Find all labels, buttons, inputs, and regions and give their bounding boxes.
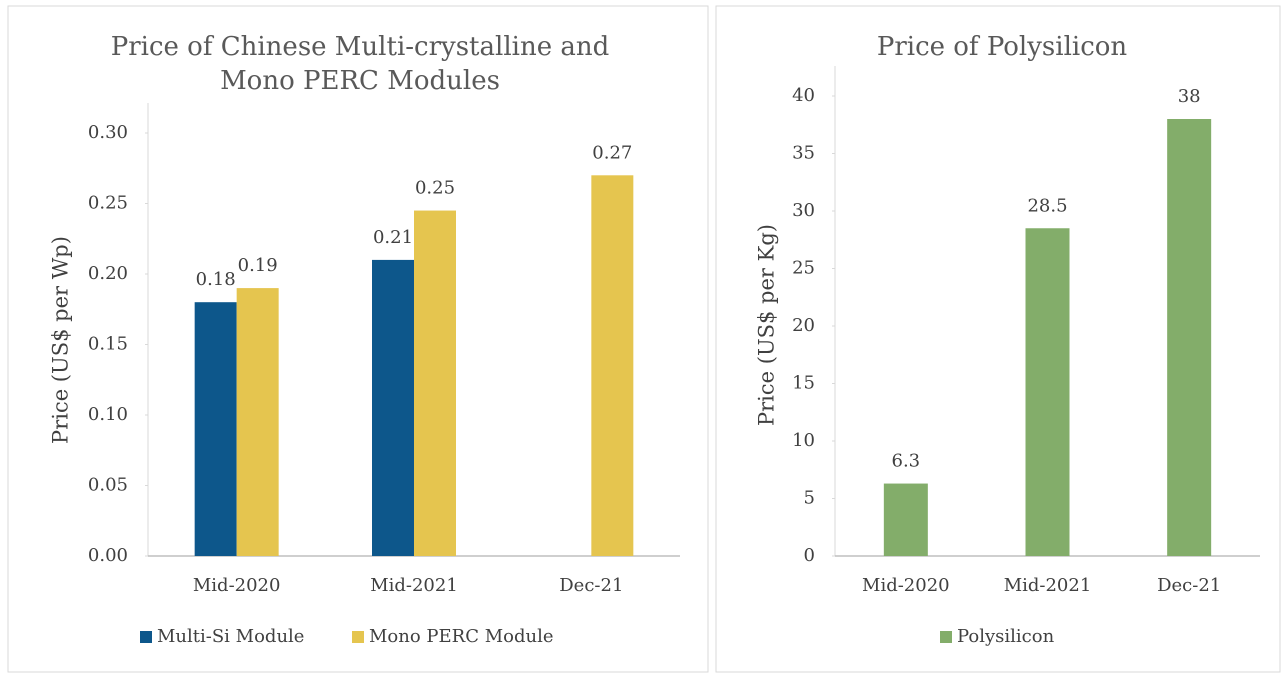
y-tick-label: 25 [792, 258, 815, 279]
y-tick-label: 0.25 [88, 193, 128, 214]
y-tick-label: 5 [804, 488, 815, 509]
data-label: 0.21 [373, 227, 413, 248]
y-tick-label: 0.30 [88, 122, 128, 143]
y-tick-label: 15 [792, 373, 815, 394]
bar [414, 210, 456, 557]
y-tick-label: 0 [804, 545, 815, 566]
y-tick-label: 0.15 [88, 334, 128, 355]
legend-label: Multi-Si Module [157, 626, 304, 647]
bar [1025, 228, 1070, 556]
x-tick-label: Mid-2020 [193, 575, 281, 596]
chart-title: Price of Chinese Multi-crystalline and M… [110, 32, 610, 96]
x-tick-label: Mid-2021 [370, 575, 458, 596]
x-tick-label: Dec-21 [1157, 575, 1221, 596]
y-tick-label: 10 [792, 430, 815, 451]
legend-label: Polysilicon [957, 626, 1055, 647]
y-tick-label: 40 [792, 85, 815, 106]
x-tick-label: Dec-21 [559, 575, 623, 596]
bar [372, 259, 414, 556]
y-tick-label: 0.20 [88, 263, 128, 284]
chart-title: Price of Polysilicon [876, 32, 1128, 62]
data-label: 6.3 [892, 451, 921, 472]
bar [1167, 119, 1212, 556]
title-box: Price of Chinese Multi-crystalline and M… [110, 32, 610, 96]
bar [236, 288, 279, 556]
data-label: 0.25 [415, 178, 455, 199]
data-label: 38 [1178, 86, 1201, 107]
title-box: Price of Polysilicon [876, 32, 1128, 62]
legend-swatch [940, 631, 952, 643]
y-axis-label: Price (US$ per Kg) [755, 224, 779, 426]
y-tick-label: 30 [792, 200, 815, 221]
bar [883, 483, 928, 556]
data-label: 0.19 [238, 255, 278, 276]
x-tick-label: Mid-2021 [1004, 575, 1092, 596]
bar [591, 175, 634, 557]
data-label: 0.18 [196, 269, 236, 290]
legend-swatch [140, 631, 152, 643]
y-axis-label: Price (US$ per Wp) [49, 236, 73, 444]
y-tick-label: 20 [792, 315, 815, 336]
x-tick-label: Mid-2020 [862, 575, 950, 596]
y-tick-label: 35 [792, 143, 815, 164]
y-tick-label: 0.05 [88, 475, 128, 496]
legend-label: Mono PERC Module [369, 626, 554, 647]
bar [194, 302, 237, 556]
y-tick-label: 0.10 [88, 404, 128, 425]
data-label: 0.27 [592, 142, 632, 163]
data-label: 28.5 [1027, 195, 1067, 216]
legend-swatch [352, 631, 364, 643]
y-tick-label: 0.00 [88, 545, 128, 566]
